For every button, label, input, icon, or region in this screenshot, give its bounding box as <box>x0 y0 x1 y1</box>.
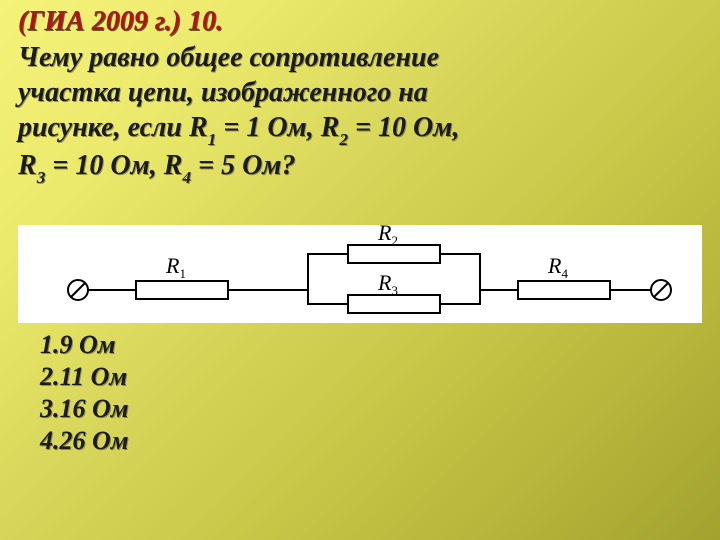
question-text: (ГИА 2009 г.) 10. Чему равно общее сопро… <box>18 6 702 187</box>
circuit-svg: R1 R2 R3 R4 <box>18 225 702 323</box>
prompt-line4b: = 10 Ом, R <box>45 150 182 181</box>
prompt-line3c: = 10 Ом, <box>348 112 459 143</box>
answer-option[interactable]: 3.16 Ом <box>40 394 129 424</box>
r3-sub: 3 <box>37 168 46 187</box>
prompt-line2: участка цепи, изображенного на <box>18 77 428 108</box>
resistor-label: R1 <box>165 253 186 281</box>
answer-option[interactable]: 1.9 Ом <box>40 330 129 360</box>
wire <box>440 290 480 304</box>
prompt-line3a: рисунке, если R <box>18 112 208 143</box>
answer-option[interactable]: 2.11 Ом <box>40 362 129 392</box>
resistor-R4 <box>518 281 610 299</box>
prompt-line4a: R <box>18 150 37 181</box>
r4-sub: 4 <box>182 168 191 187</box>
r2-sub: 2 <box>339 130 348 149</box>
circuit-diagram: R1 R2 R3 R4 <box>18 225 702 323</box>
answer-list: 1.9 Ом2.11 Ом3.16 Ом4.26 Ом <box>40 330 129 458</box>
prompt-line1: Чему равно общее сопротивление <box>18 42 439 73</box>
r1-sub: 1 <box>208 130 217 149</box>
wire <box>308 254 348 290</box>
prompt-line3b: = 1 Ом, R <box>216 112 339 143</box>
resistor-label: R3 <box>377 270 398 298</box>
wire <box>440 254 480 290</box>
prompt-line4c: = 5 Ом? <box>191 150 295 181</box>
resistor-label: R2 <box>377 225 398 248</box>
resistor-R1 <box>136 281 228 299</box>
prompt: Чему равно общее сопротивление участка ц… <box>18 40 702 187</box>
source-label: (ГИА 2009 г.) 10. <box>18 6 702 38</box>
answer-option[interactable]: 4.26 Ом <box>40 426 129 456</box>
resistor-label: R4 <box>547 253 568 281</box>
wire <box>308 290 348 304</box>
